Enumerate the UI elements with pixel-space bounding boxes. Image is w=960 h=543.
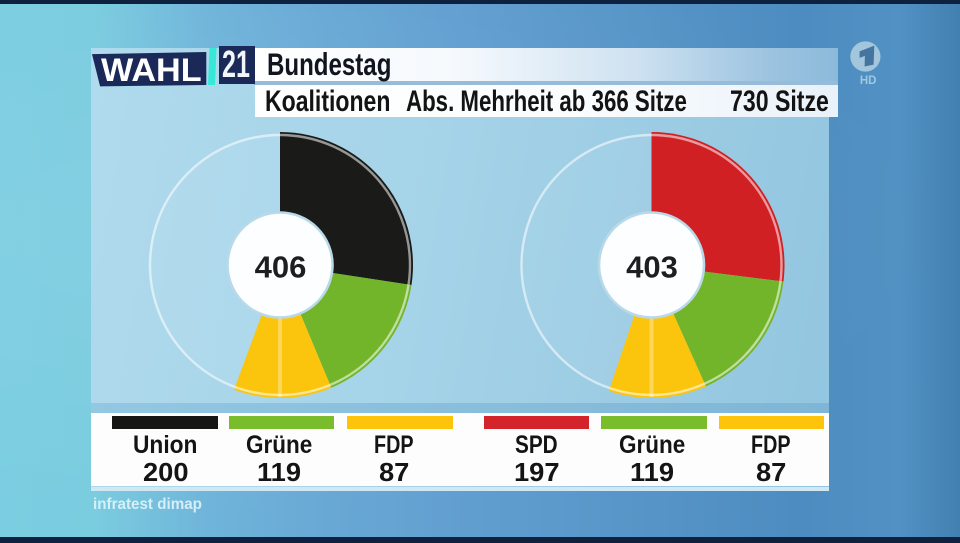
svg-text:HD: HD: [860, 75, 877, 87]
svg-text:406: 406: [255, 249, 307, 284]
svg-text:403: 403: [626, 249, 678, 284]
